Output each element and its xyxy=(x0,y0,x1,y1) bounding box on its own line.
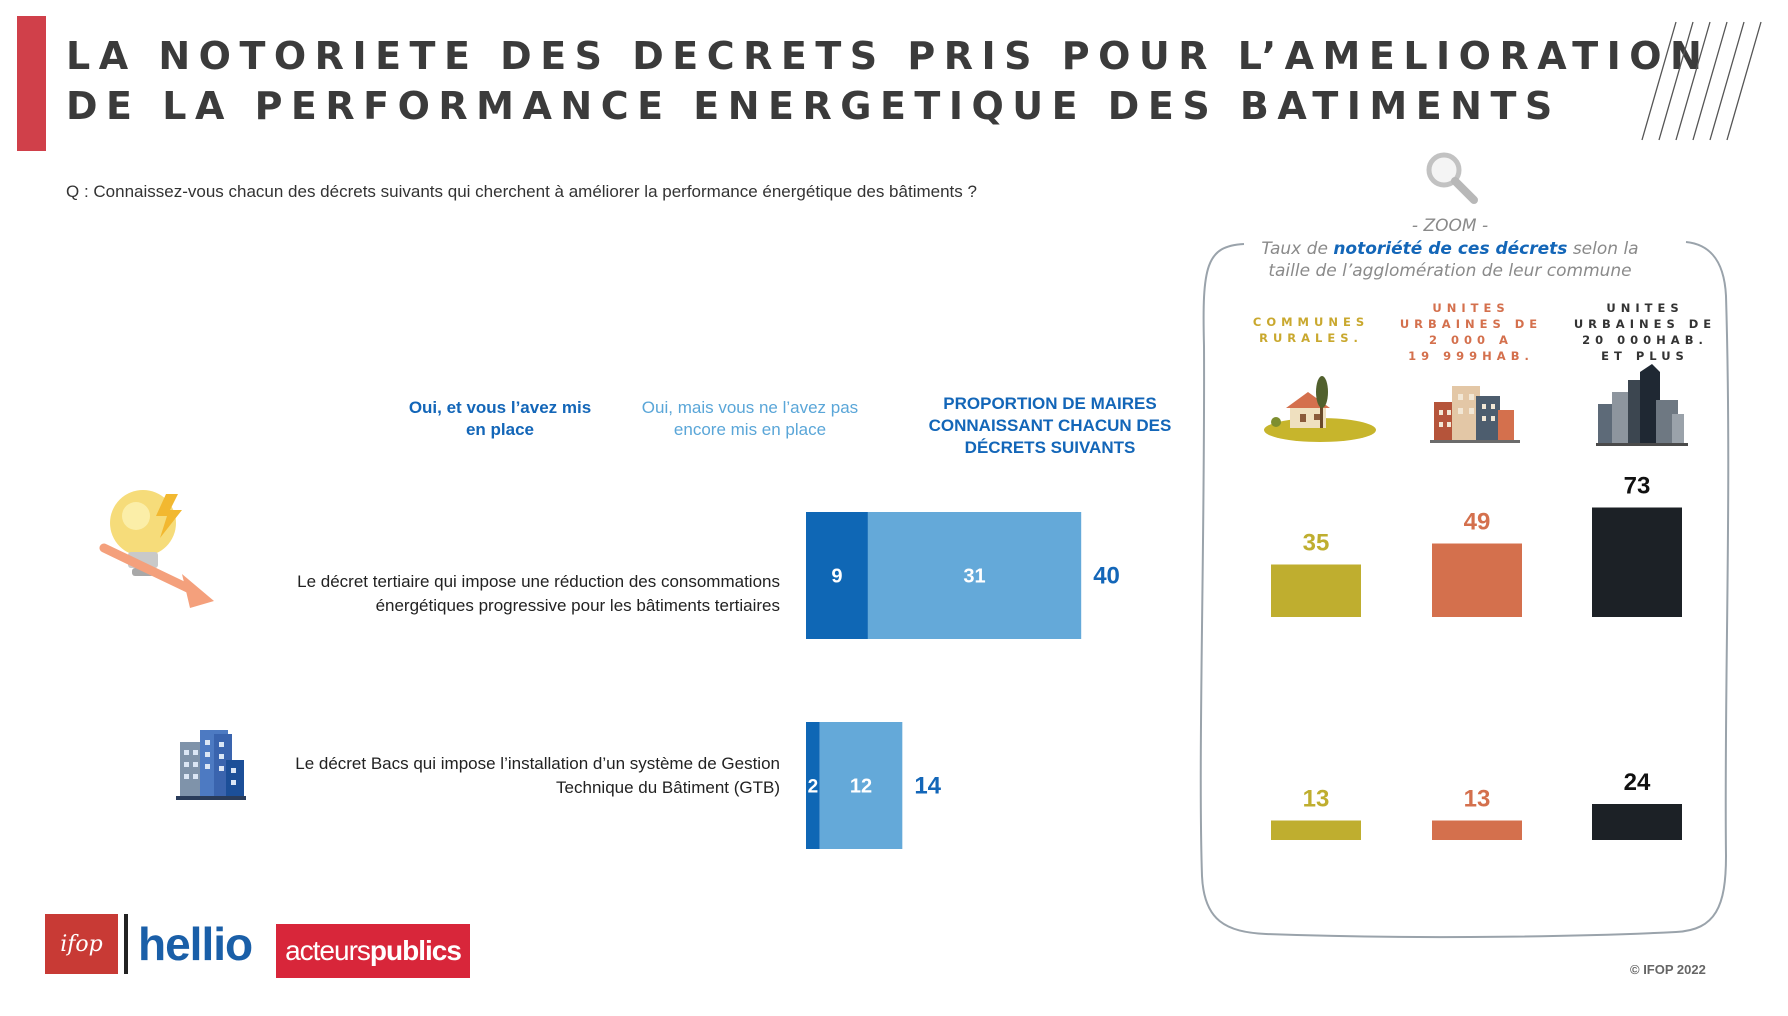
logo-text-bold: publics xyxy=(369,935,462,966)
page-title-line-2: DE LA PERFORMANCE ENERGETIQUE DES BATIME… xyxy=(66,84,1561,128)
row-label-line: Technique du Bâtiment (GTB) xyxy=(556,778,780,797)
stacked-bar-chart: 9 31 40 2 12 14 xyxy=(99,490,1120,849)
zoom-bar-bacs xyxy=(1592,804,1682,840)
ifop-logo: ifop xyxy=(45,914,118,974)
page-title-line-1: LA NOTORIETE DES DECRETS PRIS POUR L’AME… xyxy=(66,34,1711,78)
zoom-label: - ZOOM - xyxy=(1411,216,1489,236)
lightbulb-icon xyxy=(99,490,214,608)
zoom-subtitle-line-2: taille de l’agglomération de leur commun… xyxy=(1268,261,1632,281)
zoom-subtitle-part: selon la xyxy=(1567,239,1639,259)
logo-text: acteurs xyxy=(285,935,371,966)
zoom-bar-tertiaire xyxy=(1271,564,1361,617)
copyright: © IFOP 2022 xyxy=(1630,962,1706,977)
bar-value-label: 2 xyxy=(808,777,819,798)
zoom-bar-value-label: 13 xyxy=(1464,786,1491,813)
legend-total-proportion: PROPORTION DE MAIRES CONNAISSANT CHACUN … xyxy=(928,394,1172,457)
row-label-line: énergétiques progressive pour les bâtime… xyxy=(375,596,780,615)
zoom-bar-value-label: 49 xyxy=(1464,509,1491,536)
zoom-subtitle-highlight: notoriété de ces décrets xyxy=(1333,239,1568,259)
acteurs-publics-logo: acteurspublics xyxy=(276,924,470,978)
survey-question: Q : Connaissez-vous chacun des décrets s… xyxy=(66,182,977,201)
decorative-hatch xyxy=(1641,21,1762,141)
zoom-subtitle: Taux de notoriété de ces décrets selon l… xyxy=(1250,238,1650,282)
legend-not-yet-implemented: Oui, mais vous ne l’avez pas encore mis … xyxy=(641,398,859,439)
hellio-logo: hellio xyxy=(138,918,253,970)
zoom-bar-tertiaire xyxy=(1432,543,1522,617)
bar-value-label: 9 xyxy=(831,566,842,588)
zoom-bar-bacs xyxy=(1271,820,1361,840)
row-label-decret-bacs: Le décret Bacs qui impose l’installation… xyxy=(295,752,780,800)
bar-implemented xyxy=(806,512,868,639)
bar-not-yet-implemented xyxy=(867,512,1082,639)
zoom-bar-tertiaire xyxy=(1592,507,1682,617)
bar-total-label: 14 xyxy=(914,773,941,800)
bar-value-label: 12 xyxy=(850,776,872,798)
title-accent-bar xyxy=(17,16,46,151)
row-label-line: Le décret Bacs qui impose l’installation… xyxy=(295,754,780,773)
legend-implemented: Oui, et vous l’avez mis en place xyxy=(408,398,592,439)
zoom-subtitle-part: Taux de xyxy=(1261,239,1334,259)
buildings-icon xyxy=(176,730,246,800)
zoom-bar-value-label: 73 xyxy=(1624,473,1651,500)
magnifier-icon xyxy=(1426,152,1478,204)
group-title-small-urban: UNITES URBAINES DE 2 000 A 19 999HAB. xyxy=(1399,301,1543,363)
zoom-bar-value-label: 35 xyxy=(1303,530,1330,557)
bar-total-label: 40 xyxy=(1093,563,1120,590)
group-title-large-urban: UNITES URBAINES DE 20 000HAB. ET PLUS xyxy=(1573,301,1717,363)
row-label-line: Le décret tertiaire qui impose une réduc… xyxy=(297,572,780,591)
city-skyline-icon xyxy=(1596,364,1688,446)
zoom-bar-value-label: 13 xyxy=(1303,786,1330,813)
town-buildings-icon xyxy=(1430,386,1520,443)
row-label-decret-tertiaire: Le décret tertiaire qui impose une réduc… xyxy=(297,570,780,618)
village-house-icon xyxy=(1264,376,1376,442)
zoom-bar-value-label: 24 xyxy=(1624,769,1651,796)
logo-separator xyxy=(124,914,128,974)
group-title-rural: COMMUNES RURALES. xyxy=(1252,315,1370,345)
bar-implemented xyxy=(806,722,820,849)
zoom-bar-bacs xyxy=(1432,820,1522,840)
bar-not-yet-implemented xyxy=(819,722,903,849)
bar-value-label: 31 xyxy=(963,566,985,588)
zoom-panel-frame xyxy=(1199,241,1730,939)
